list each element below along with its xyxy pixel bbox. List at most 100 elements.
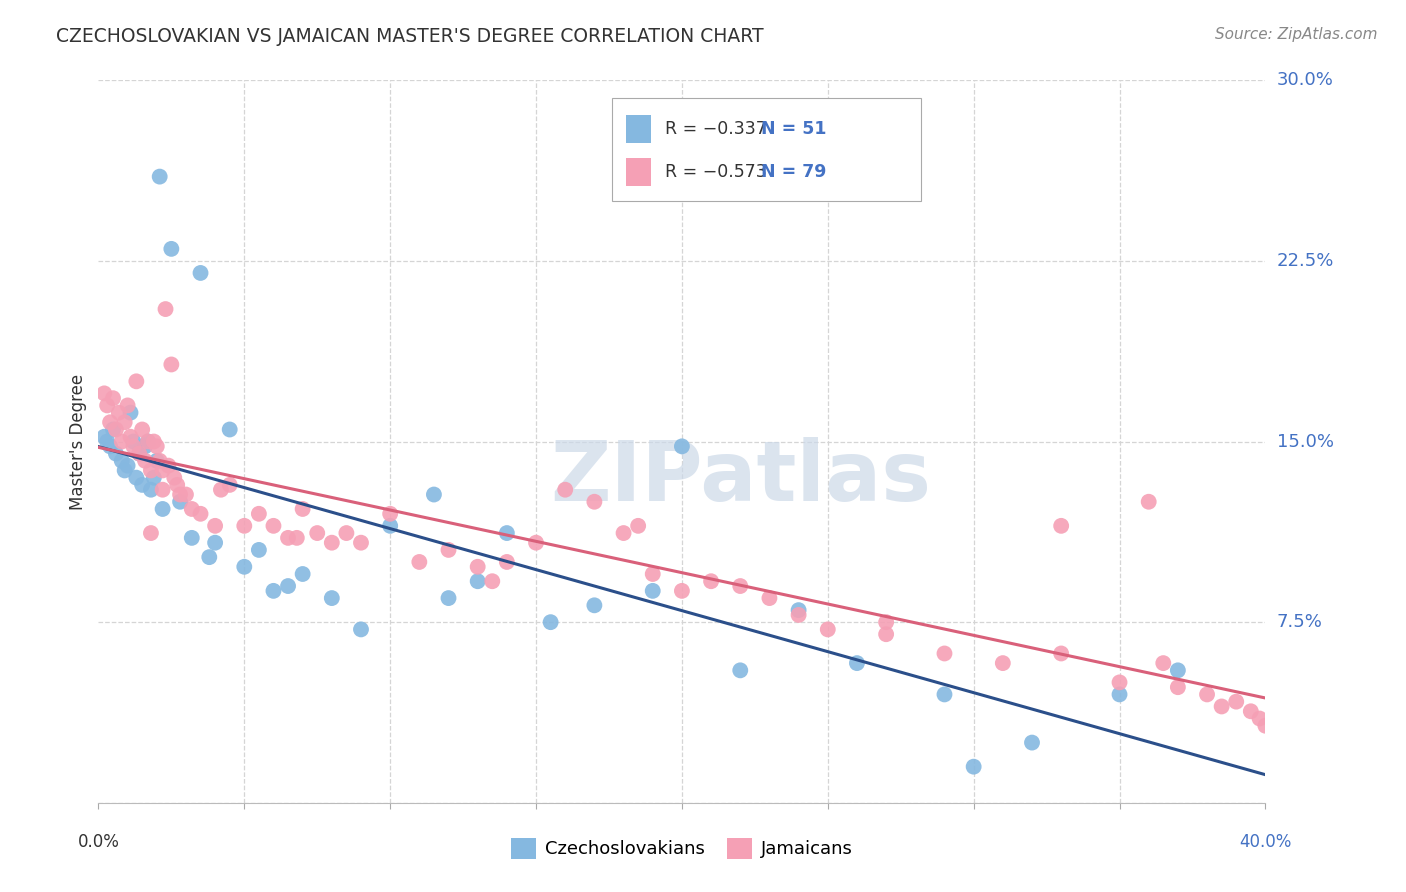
Point — [524, 535, 547, 549]
Point — [111, 434, 134, 449]
Point — [139, 463, 162, 477]
Point — [198, 550, 221, 565]
Point — [136, 434, 159, 449]
Point — [136, 434, 159, 449]
Text: 0.0%: 0.0% — [77, 833, 120, 851]
Point — [180, 531, 202, 545]
Point — [180, 502, 202, 516]
Point — [496, 526, 519, 541]
Point — [671, 439, 693, 453]
Point — [583, 599, 606, 613]
Point — [875, 615, 897, 630]
Point — [139, 483, 162, 497]
Point — [155, 301, 177, 317]
Point — [540, 615, 562, 630]
Point — [218, 423, 240, 437]
Point — [152, 463, 174, 477]
Point — [263, 583, 285, 598]
Point — [93, 386, 115, 401]
Point — [114, 415, 136, 429]
Point — [111, 454, 134, 468]
Point — [700, 574, 723, 589]
Point — [641, 567, 664, 582]
Point — [285, 531, 308, 545]
Point — [1254, 719, 1277, 733]
Point — [117, 458, 139, 473]
Point — [1021, 735, 1043, 749]
Point — [120, 406, 142, 420]
Point — [160, 242, 183, 256]
Text: Source: ZipAtlas.com: Source: ZipAtlas.com — [1215, 27, 1378, 42]
Point — [1240, 704, 1263, 718]
Point — [846, 656, 869, 670]
Point — [149, 454, 172, 468]
Text: CZECHOSLOVAKIAN VS JAMAICAN MASTER'S DEGREE CORRELATION CHART: CZECHOSLOVAKIAN VS JAMAICAN MASTER'S DEG… — [56, 27, 763, 45]
Text: N = 79: N = 79 — [761, 163, 825, 181]
Text: 40.0%: 40.0% — [1239, 833, 1292, 851]
Point — [787, 607, 810, 622]
Point — [190, 507, 212, 521]
Point — [934, 687, 956, 701]
Point — [190, 266, 212, 280]
Point — [380, 519, 402, 533]
Point — [204, 535, 226, 549]
Point — [627, 519, 650, 533]
Point — [467, 574, 489, 589]
Point — [1167, 680, 1189, 694]
Text: 15.0%: 15.0% — [1277, 433, 1333, 450]
Point — [122, 439, 145, 453]
Point — [134, 454, 156, 468]
Point — [101, 423, 124, 437]
Point — [122, 434, 145, 449]
Point — [98, 415, 121, 429]
Point — [93, 430, 115, 444]
Text: ZIPatlas: ZIPatlas — [550, 437, 931, 518]
Point — [1137, 494, 1160, 508]
Point — [139, 526, 162, 541]
Point — [641, 583, 664, 598]
Point — [437, 542, 460, 557]
Point — [1211, 699, 1233, 714]
Point — [467, 559, 489, 574]
Point — [160, 358, 183, 372]
Point — [962, 760, 984, 774]
Point — [204, 519, 226, 533]
Point — [277, 579, 299, 593]
Point — [169, 487, 191, 501]
Point — [671, 583, 693, 598]
Point — [350, 535, 373, 549]
Point — [335, 526, 357, 541]
Point — [787, 603, 810, 617]
Point — [117, 398, 139, 412]
Point — [291, 567, 314, 582]
Point — [142, 471, 165, 485]
Point — [134, 439, 156, 453]
Point — [277, 531, 299, 545]
Point — [350, 623, 373, 637]
Text: 22.5%: 22.5% — [1277, 252, 1334, 270]
Point — [125, 471, 148, 485]
Point — [101, 391, 124, 405]
Point — [166, 478, 188, 492]
Point — [263, 519, 285, 533]
Point — [730, 664, 752, 678]
Point — [152, 502, 174, 516]
Point — [125, 375, 148, 389]
Text: N = 51: N = 51 — [761, 120, 827, 138]
Point — [321, 535, 343, 549]
Legend: Czechoslovakians, Jamaicans: Czechoslovakians, Jamaicans — [503, 830, 860, 866]
Point — [613, 526, 636, 541]
Point — [1152, 656, 1174, 670]
Point — [128, 446, 150, 460]
Point — [152, 483, 174, 497]
Point — [142, 434, 165, 449]
Point — [233, 559, 256, 574]
Point — [730, 579, 752, 593]
Point — [991, 656, 1014, 670]
Point — [496, 555, 519, 569]
Point — [169, 494, 191, 508]
Point — [307, 526, 329, 541]
Text: R = −0.573: R = −0.573 — [665, 163, 783, 181]
Text: R = −0.337: R = −0.337 — [665, 120, 783, 138]
Point — [128, 446, 150, 460]
